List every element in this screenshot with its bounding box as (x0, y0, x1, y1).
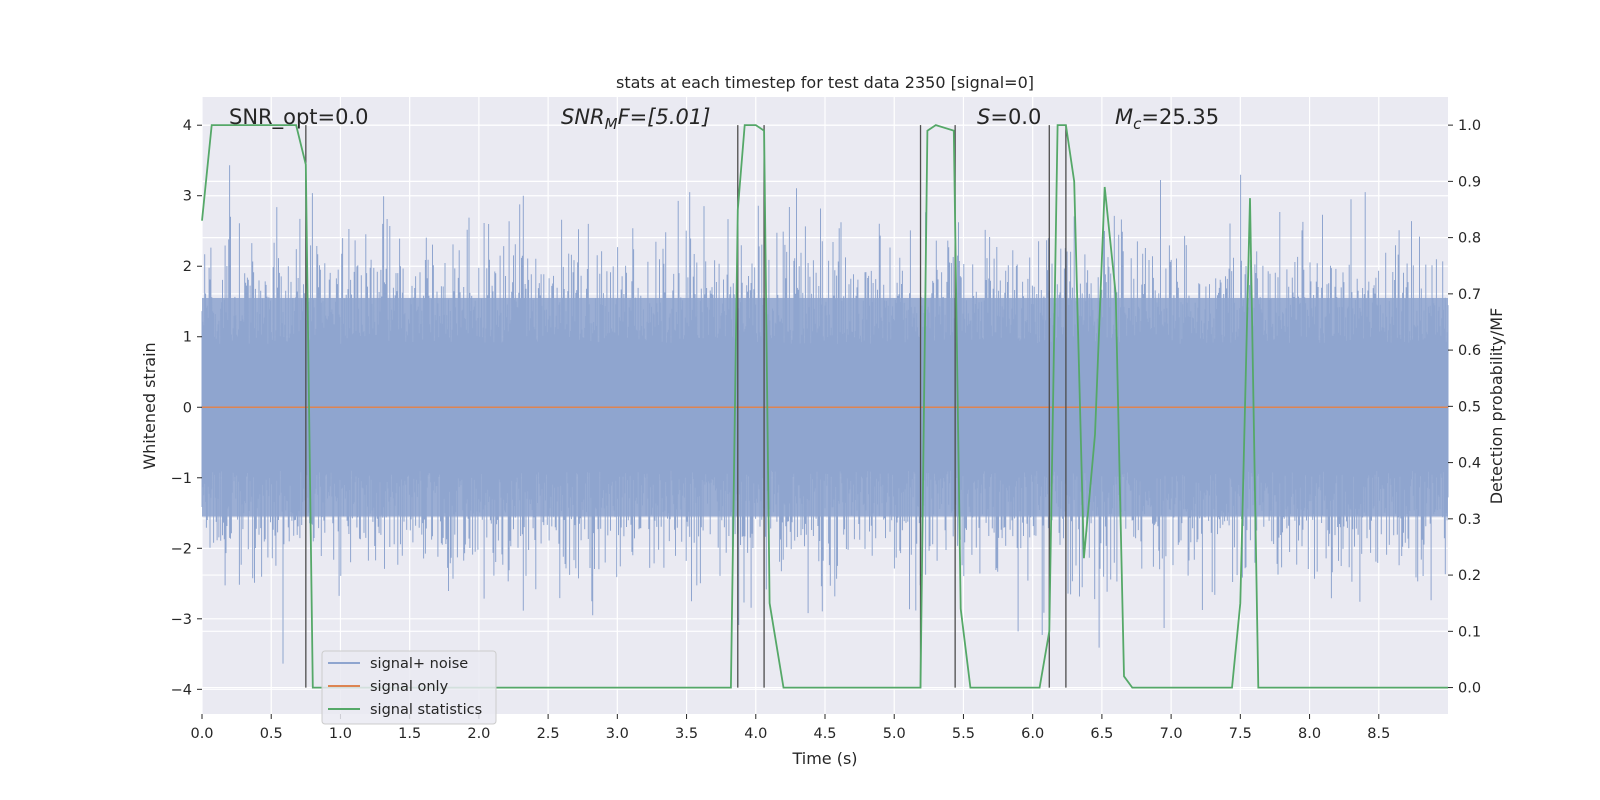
y-axis-ticks: 4 3 2 1 0 −1 −2 −3 −4 (171, 118, 202, 698)
x-tick-label: 4.0 (744, 726, 767, 742)
annotation-mc-base: M (1115, 105, 1133, 129)
x-axis-label: Time (s) (791, 749, 857, 768)
annotation-s: S=0.0 (977, 105, 1041, 129)
annotation-snr-opt: SNR_opt=0.0 (229, 105, 369, 130)
x-tick-label: 8.0 (1298, 726, 1321, 742)
annotation-mc-rest: =25.35 (1141, 105, 1219, 129)
x-tick-label: 0.0 (190, 726, 213, 742)
x-tick-label: 5.5 (952, 726, 975, 742)
legend: signal+ noise signal only signal statist… (321, 650, 497, 725)
x-tick-label: 3.0 (606, 726, 629, 742)
annotation-snr-mf-sub: M (605, 115, 618, 133)
x-tick-label: 2.0 (467, 726, 490, 742)
annotation-mc-sub: c (1133, 115, 1142, 133)
x-tick-label: 1.0 (329, 726, 352, 742)
signal-statistics-series (201, 124, 1448, 689)
x-tick-label: 0.5 (260, 726, 283, 742)
y2-tick-label: 0.0 (1458, 681, 1481, 697)
y2-tick-label: 0.4 (1458, 456, 1481, 472)
x-axis-ticks: 0.0 0.5 1.0 1.5 2.0 2.5 3.0 3.5 4.0 4.5 5.0 5.5 6.0 6… (190, 714, 1390, 742)
signal-statistics-line (201, 124, 1448, 689)
x-tick-label: 4.5 (813, 726, 836, 742)
annotation-snr-mf: SNRMF=[5.01] (561, 105, 710, 133)
annotation-s-rest: =0.0 (990, 105, 1041, 129)
y2-axis-ticks: 1.0 0.9 0.8 0.7 0.6 0.5 0.4 0.3 0.2 0.1 0.0 (1448, 118, 1481, 697)
x-tick-label: 6.0 (1021, 726, 1044, 742)
y-tick-label: −1 (171, 471, 192, 487)
x-tick-label: 8.5 (1367, 726, 1390, 742)
y2-tick-label: 1.0 (1458, 118, 1481, 134)
y-tick-label: 2 (183, 259, 192, 275)
x-tick-label: 2.5 (537, 726, 560, 742)
y-tick-label: −4 (171, 682, 192, 698)
x-tick-label: 6.5 (1090, 726, 1113, 742)
x-tick-label: 1.5 (398, 726, 421, 742)
chart-title: stats at each timestep for test data 235… (616, 73, 1034, 92)
legend-box (321, 650, 497, 725)
y2-tick-label: 0.5 (1458, 399, 1481, 415)
x-tick-label: 7.5 (1229, 726, 1252, 742)
legend-label-signal-only: signal only (370, 679, 449, 695)
y2-tick-label: 0.9 (1458, 174, 1481, 190)
legend-label-signal-plus-noise: signal+ noise (370, 656, 468, 672)
y-axis-label: Whitened strain (140, 342, 159, 469)
y2-tick-label: 0.6 (1458, 343, 1481, 359)
x-tick-label: 3.5 (675, 726, 698, 742)
y-tick-label: 1 (183, 330, 192, 346)
y2-tick-label: 0.3 (1458, 512, 1481, 528)
annotation-s-italic: S (977, 105, 990, 129)
y-tick-label: 4 (183, 118, 192, 134)
y-tick-label: 3 (183, 189, 192, 205)
y2-tick-label: 0.2 (1458, 568, 1481, 584)
y-tick-label: −3 (171, 612, 192, 628)
noise-trace (201, 165, 1449, 664)
y2-tick-label: 0.8 (1458, 231, 1481, 247)
y-tick-label: −2 (171, 541, 192, 557)
y2-axis-label: Detection probability/MF (1487, 308, 1506, 505)
legend-label-signal-statistics: signal statistics (370, 702, 482, 718)
annotation-snr-mf-base: SNR (561, 105, 605, 129)
y-tick-label: 0 (183, 400, 192, 416)
annotation-mc: Mc=25.35 (1115, 105, 1219, 133)
x-tick-label: 5.0 (883, 726, 906, 742)
annotation-snr-mf-rest: F=[5.01] (618, 105, 711, 129)
x-tick-label: 7.0 (1160, 726, 1183, 742)
y2-tick-label: 0.1 (1458, 624, 1481, 640)
y2-tick-label: 0.7 (1458, 287, 1481, 303)
